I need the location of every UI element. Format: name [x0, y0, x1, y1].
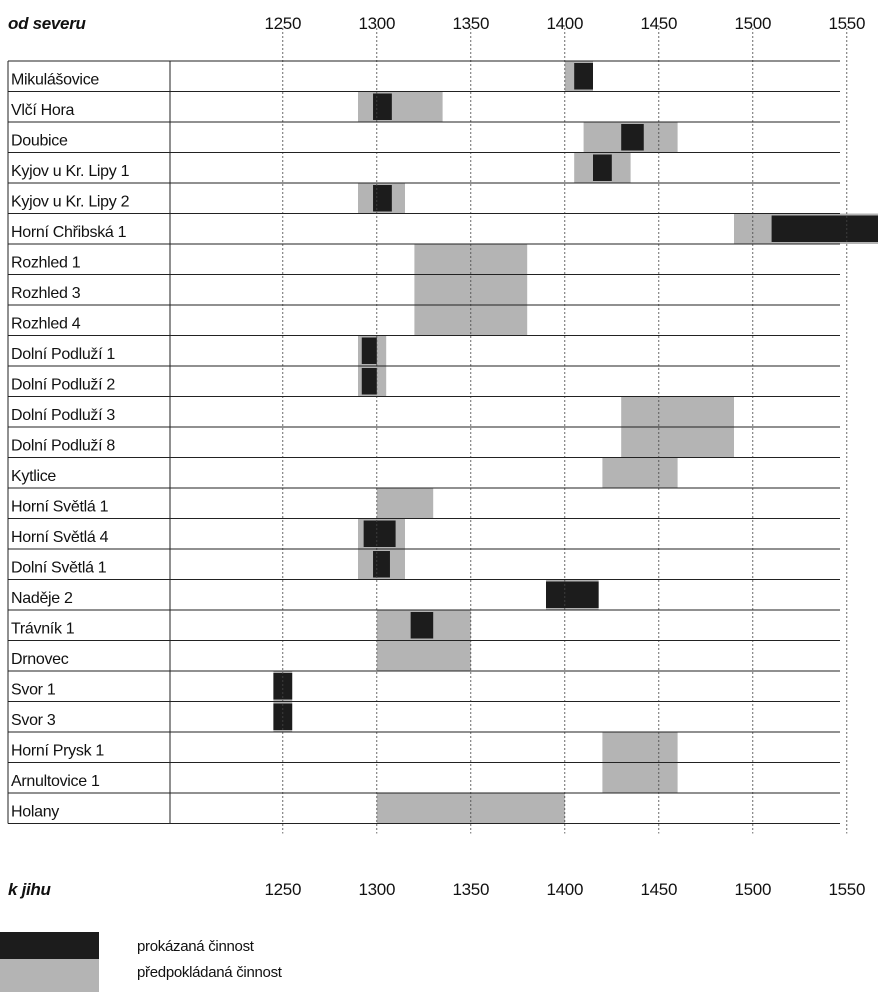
bottom-tick-label: 1400: [546, 880, 584, 899]
proven-bar: [410, 612, 434, 639]
bottom-tick-label: 1300: [358, 880, 396, 899]
top-tick-label: 1550: [828, 14, 866, 33]
top-tick-label: 1300: [358, 14, 396, 33]
top-tick-label: 1350: [452, 14, 490, 33]
top-axis-title: od severu: [8, 14, 86, 33]
presumed-bar: [602, 762, 678, 793]
row-label: Rozhled 3: [11, 285, 81, 302]
legend-presumed: [0, 959, 99, 992]
top-tick-label: 1400: [546, 14, 584, 33]
row-label: Rozhled 1: [11, 255, 81, 272]
row-label: Trávník 1: [11, 621, 75, 638]
presumed-bar: [621, 396, 734, 427]
presumed-bar: [621, 427, 734, 458]
row-label: Arnultovice 1: [11, 773, 100, 790]
proven-bar: [771, 215, 878, 242]
presumed-bar: [376, 488, 434, 519]
row-label: Dolní Podluží 2: [11, 377, 115, 394]
proven-bar: [361, 368, 377, 395]
row-label: Dolní Podluží 8: [11, 438, 115, 455]
row-label: Svor 1: [11, 682, 56, 699]
presumed-bar: [602, 457, 678, 488]
row-label: Dolní Podluží 3: [11, 407, 115, 424]
row-label: Vlčí Hora: [11, 102, 74, 119]
legend-proven-label: prokázaná činnost: [137, 938, 254, 955]
presumed-bar: [376, 640, 471, 671]
bottom-tick-label: 1550: [828, 880, 866, 899]
proven-bar: [363, 520, 396, 547]
legend-presumed-swatch: [0, 959, 99, 992]
row-label: Naděje 2: [11, 590, 73, 607]
row-label: Mikulášovice: [11, 72, 99, 89]
presumed-bar: [358, 91, 443, 122]
row-label: Kyjov u Kr. Lipy 1: [11, 163, 130, 180]
proven-bar: [273, 673, 293, 700]
row-label: Dolní Podluží 1: [11, 346, 115, 363]
row-label: Rozhled 4: [11, 316, 81, 333]
row-label: Horní Prysk 1: [11, 743, 104, 760]
proven-bar: [373, 93, 392, 120]
row-label: Horní Chřibská 1: [11, 224, 127, 241]
proven-bar: [574, 63, 593, 90]
legend-presumed-label: předpokládaná činnost: [137, 964, 282, 981]
proven-bar: [546, 581, 599, 608]
row-label: Horní Světlá 1: [11, 499, 109, 516]
row-label: Holany: [11, 804, 59, 821]
bottom-tick-label: 1250: [264, 880, 302, 899]
proven-bar: [593, 154, 612, 181]
proven-bar: [361, 337, 377, 364]
row-label: Dolní Světlá 1: [11, 560, 107, 577]
proven-bar: [373, 185, 392, 212]
top-tick-label: 1450: [640, 14, 678, 33]
bottom-tick-label: 1500: [734, 880, 772, 899]
presumed-bar: [602, 732, 678, 763]
gantt-chart: Mikulášovice Vlčí Hora Doubice Kyjov u Kr. …: [7, 28, 878, 834]
bottom-tick-label: 1350: [452, 880, 490, 899]
row-label: Svor 3: [11, 712, 56, 729]
row-label: Doubice: [11, 133, 68, 150]
proven-bar: [621, 124, 644, 151]
top-tick-label: 1250: [264, 14, 302, 33]
row-label: Horní Světlá 4: [11, 529, 109, 546]
row-label: Kytlice: [11, 468, 56, 485]
bottom-tick-label: 1450: [640, 880, 678, 899]
row-label: Drnovec: [11, 651, 69, 668]
proven-bar: [373, 551, 390, 578]
row-label: Kyjov u Kr. Lipy 2: [11, 194, 130, 211]
top-tick-label: 1500: [734, 14, 772, 33]
bottom-axis-title: k jihu: [8, 880, 51, 899]
